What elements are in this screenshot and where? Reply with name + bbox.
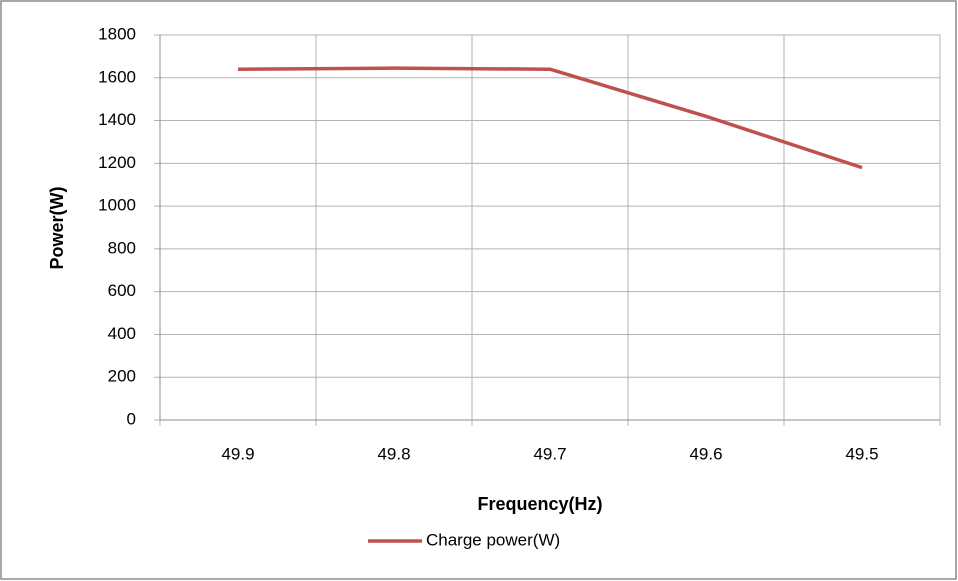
y-tick-label: 600 (108, 281, 136, 300)
x-axis-label: Frequency(Hz) (477, 494, 602, 514)
y-tick-label: 1400 (98, 110, 136, 129)
y-tick-label: 400 (108, 324, 136, 343)
x-tick-label: 49.9 (221, 444, 254, 463)
x-tick-label: 49.6 (689, 444, 722, 463)
y-tick-label: 1200 (98, 153, 136, 172)
y-tick-label: 1000 (98, 196, 136, 215)
x-tick-label: 49.8 (377, 444, 410, 463)
y-tick-label: 800 (108, 238, 136, 257)
legend-label: Charge power(W) (426, 530, 560, 549)
y-tick-label: 0 (127, 409, 136, 428)
y-axis-label: Power(W) (47, 186, 67, 269)
y-tick-label: 1600 (98, 67, 136, 86)
y-tick-label: 1800 (98, 24, 136, 43)
data-line (237, 66, 863, 170)
x-tick-label: 49.5 (845, 444, 878, 463)
x-tick-label: 49.7 (533, 444, 566, 463)
y-tick-label: 200 (108, 367, 136, 386)
